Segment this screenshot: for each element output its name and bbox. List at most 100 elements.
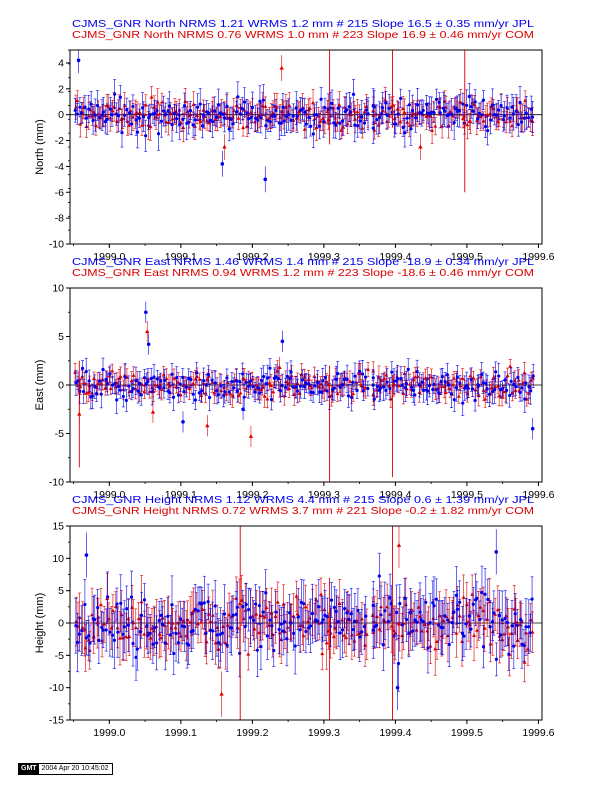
east-point-jpl xyxy=(355,388,359,393)
east-point-jpl xyxy=(87,379,91,383)
east-point-com xyxy=(199,393,204,397)
north-point-jpl xyxy=(345,108,349,112)
north-point-com xyxy=(468,119,473,123)
height-point-jpl xyxy=(229,626,234,630)
height-point-com xyxy=(100,638,105,642)
height-point-com xyxy=(136,616,141,621)
height-point-com xyxy=(485,617,490,622)
north-point-com xyxy=(75,98,80,103)
north-point-jpl xyxy=(116,114,121,118)
east-point-jpl xyxy=(259,378,264,383)
east-point-jpl xyxy=(248,379,253,383)
height-point-jpl xyxy=(160,622,165,627)
east-y-tick-label: -5 xyxy=(55,428,64,440)
height-point-jpl xyxy=(241,605,245,609)
height-point-jpl xyxy=(215,633,219,637)
north-y-tick-label: 4 xyxy=(58,57,64,69)
east-point-com xyxy=(382,376,387,381)
north-point-jpl xyxy=(311,132,315,136)
east-point-jpl xyxy=(395,377,400,381)
north-point-jpl xyxy=(98,115,102,120)
height-point-com xyxy=(301,633,306,638)
north-point-jpl xyxy=(118,95,122,99)
height-point-com xyxy=(342,633,347,637)
height-point-jpl xyxy=(96,605,100,610)
north-point-jpl xyxy=(211,120,215,124)
height-point-com xyxy=(277,630,282,635)
north-point-jpl xyxy=(175,117,179,121)
north-point-jpl xyxy=(284,115,289,119)
east-point-jpl xyxy=(204,383,208,387)
east-panel: CJMS_GNR East NRMS 1.46 WRMS 1.4 mm # 21… xyxy=(34,257,555,501)
height-point-jpl xyxy=(106,595,110,599)
height-point-com xyxy=(324,640,329,645)
north-point-com xyxy=(148,124,153,129)
height-point-jpl xyxy=(244,602,248,607)
height-point-com xyxy=(91,634,96,639)
east-point-jpl xyxy=(127,384,131,388)
east-x-tick-label: 1999.6 xyxy=(522,489,554,501)
east-point-com xyxy=(98,381,103,386)
east-point-jpl xyxy=(504,388,509,392)
north-point-com xyxy=(428,113,433,118)
height-point-jpl xyxy=(142,598,147,602)
north-point-com xyxy=(195,113,200,117)
north-x-tick-label: 1999.1 xyxy=(165,251,197,263)
height-point-com xyxy=(509,631,514,635)
height-point-jpl xyxy=(210,629,215,633)
north-point-jpl xyxy=(457,109,462,113)
east-point-jpl xyxy=(213,381,217,385)
height-point-com xyxy=(370,613,375,617)
height-point-com xyxy=(403,602,408,607)
height-point-jpl xyxy=(166,614,170,618)
north-point-jpl xyxy=(289,118,293,122)
east-point-jpl xyxy=(175,376,179,380)
north-point-jpl xyxy=(443,109,447,113)
height-point-jpl xyxy=(179,617,183,621)
east-point-jpl xyxy=(242,395,246,399)
east-point-jpl xyxy=(241,372,245,376)
north-point-com xyxy=(248,110,253,114)
north-point-jpl xyxy=(332,121,336,125)
height-point-com xyxy=(389,623,394,628)
height-point-com xyxy=(225,623,230,627)
height-point-jpl xyxy=(204,631,208,635)
north-point-jpl xyxy=(424,102,429,107)
east-point-jpl xyxy=(417,383,421,387)
north-y-tick-label: 0 xyxy=(58,109,64,121)
north-point-jpl xyxy=(131,104,135,109)
height-point-jpl xyxy=(93,618,97,622)
north-point-com xyxy=(241,125,246,130)
north-point-com xyxy=(353,117,358,121)
east-point-jpl xyxy=(427,384,432,388)
north-point-jpl xyxy=(366,112,370,116)
north-point-jpl xyxy=(264,124,268,128)
height-point-com xyxy=(337,601,342,605)
height-point-com xyxy=(345,608,350,613)
north-point-jpl xyxy=(323,106,327,110)
north-point-com xyxy=(401,106,406,111)
north-point-jpl xyxy=(120,130,124,135)
east-point-jpl xyxy=(280,383,284,388)
north-point-com xyxy=(430,128,435,132)
north-point-jpl xyxy=(78,105,82,109)
height-point-com xyxy=(385,604,390,609)
north-point-jpl xyxy=(347,105,351,109)
east-point-com xyxy=(262,394,267,398)
height-point-jpl xyxy=(238,651,242,655)
north-point-jpl xyxy=(200,124,204,128)
north-point-jpl xyxy=(379,112,383,116)
north-x-tick-label: 1999.0 xyxy=(93,251,125,263)
east-point-jpl xyxy=(406,367,410,371)
east-point-jpl xyxy=(358,369,362,374)
north-point-com xyxy=(345,121,350,126)
height-point-com xyxy=(461,595,466,599)
north-point-jpl xyxy=(447,113,451,117)
east-point-jpl xyxy=(152,375,156,379)
east-point-jpl xyxy=(443,380,447,384)
height-point-com xyxy=(210,613,215,617)
east-point-jpl xyxy=(350,395,354,400)
east-point-jpl xyxy=(294,385,298,389)
height-point-com xyxy=(237,601,242,606)
